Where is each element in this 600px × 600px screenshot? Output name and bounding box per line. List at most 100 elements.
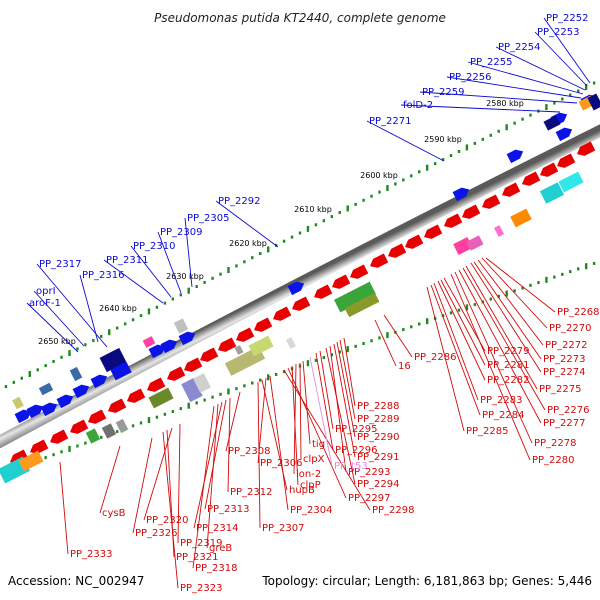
gene-block (12, 396, 24, 410)
leader-line (485, 257, 556, 313)
gene-arrow (166, 366, 186, 381)
gene-arrow (461, 204, 481, 219)
gene-arrow (501, 182, 521, 197)
reverse-gene-label: greB (209, 543, 232, 554)
gene-block (181, 377, 203, 403)
scale-dot (418, 170, 421, 174)
leader-line (302, 360, 311, 445)
scale-dot (418, 322, 421, 326)
leader-line (343, 337, 356, 407)
gene-arrow (423, 224, 443, 239)
scale-dot (553, 275, 556, 279)
gene-arrow (26, 404, 44, 419)
leader-line (366, 120, 445, 162)
scale-dot (481, 137, 485, 141)
reverse-gene-label: PP_2289 (357, 414, 400, 425)
scale-dot (465, 304, 469, 311)
reverse-gene-label: PP_2277 (543, 418, 586, 429)
scale-dot (346, 346, 349, 353)
scale-dot (505, 290, 508, 297)
gene-arrow (481, 194, 501, 209)
scale-dot (306, 225, 310, 232)
forward-gene-label: PP_2292 (218, 196, 261, 207)
scale-dot (155, 415, 159, 419)
leader-line (419, 91, 578, 104)
forward-gene-label: PP_2254 (498, 42, 541, 53)
reverse-gene-label: PP_2294 (357, 479, 400, 490)
leader-line (132, 437, 153, 534)
scale-dot (4, 385, 8, 389)
leader-line (454, 271, 533, 444)
gene-block (115, 418, 129, 434)
reverse-gene-label: PP_2272 (545, 340, 588, 351)
scale-dot (147, 308, 151, 315)
scale-tick-label: 2630 kbp (166, 272, 204, 281)
topology-summary: Topology: circular; Length: 6,181,863 bp… (261, 574, 592, 588)
gene-arrow (539, 162, 559, 177)
scale-dot (211, 276, 214, 280)
gene-arrow (387, 243, 407, 258)
forward-gene-label: PP_2259 (422, 87, 465, 98)
leader-line (336, 341, 356, 438)
scale-dot (529, 283, 532, 287)
gene-block (510, 208, 532, 228)
scale-dot (441, 158, 445, 162)
scale-dot (195, 401, 198, 405)
scale-dot (36, 368, 39, 372)
scale-dot (155, 305, 159, 309)
reverse-gene-label: clpP (300, 480, 321, 491)
leader-line (458, 269, 542, 424)
leader-line (426, 286, 465, 432)
gene-arrow (272, 306, 292, 321)
gene-arrow (331, 274, 351, 289)
scale-dot (259, 252, 262, 256)
scale-dot (227, 267, 230, 274)
scale-dot (84, 343, 87, 347)
scale-dot (219, 392, 222, 396)
leader-line (443, 277, 486, 352)
scale-dot (354, 344, 357, 348)
scale-dot (370, 194, 373, 198)
scale-dot (60, 355, 63, 359)
leader-line (450, 273, 531, 461)
scale-dot (235, 264, 238, 268)
scale-dot (473, 141, 477, 145)
leader-line (462, 267, 546, 411)
gene-block (85, 428, 101, 444)
reverse-gene-label: PP_2284 (482, 410, 525, 421)
leader-line (59, 461, 69, 555)
reverse-gene-label: PP_2293 (348, 467, 391, 478)
scale-dot (521, 286, 524, 290)
scale-dot (338, 211, 341, 215)
leader-line (79, 274, 99, 343)
forward-gene-label: PP_2256 (449, 72, 492, 83)
scale-dot (131, 424, 135, 428)
forward-gene-label: PP_2309 (160, 227, 203, 238)
scale-dot (243, 384, 246, 388)
map-title: Pseudomonas putida KT2440, complete geno… (154, 11, 446, 25)
scale-dot (489, 133, 492, 137)
gene-block (286, 337, 296, 349)
leader-line (315, 352, 334, 451)
gene-block (193, 373, 211, 393)
reverse-gene-label: PP_2290 (357, 432, 400, 443)
forward-gene-label: PP_2316 (82, 270, 125, 281)
reverse-gene-label: PP_2274 (543, 367, 586, 378)
scale-tick-label: 2580 kbp (486, 99, 524, 108)
scale-dot (139, 421, 143, 425)
leader-line (319, 350, 334, 430)
scale-dot (44, 364, 47, 368)
scale-tick-label: 2600 kbp (360, 171, 398, 180)
tick-layer: 2580 kbp 2590 kbp 2600 kbp 2610 kbp 2620 kbp… (38, 99, 524, 346)
reverse-gene-label: PP_2268 (557, 307, 600, 318)
gene-arrow (291, 296, 311, 311)
gene-block (344, 292, 380, 318)
gene-block (466, 235, 484, 251)
reverse-gene-label: tig (312, 439, 325, 450)
scale-dot (20, 376, 23, 380)
reverse-gene-label: PP_2308 (228, 446, 271, 457)
reverse-gene-label: PP_2270 (549, 323, 592, 334)
leader-line (433, 282, 479, 401)
gene-arrow (349, 264, 369, 279)
reverse-gene-label: clpX (303, 454, 325, 465)
